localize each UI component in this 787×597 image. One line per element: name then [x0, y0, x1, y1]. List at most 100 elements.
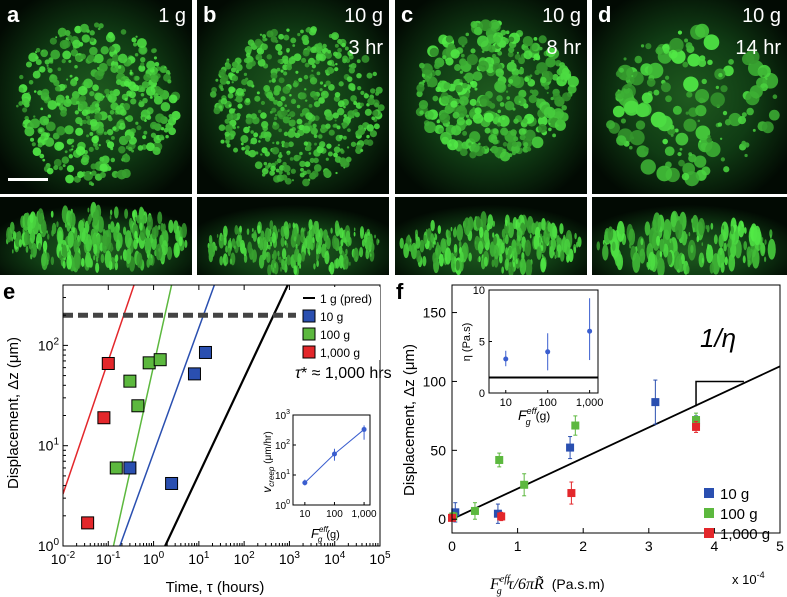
droplet [61, 156, 70, 164]
droplet [57, 128, 65, 136]
droplet [268, 244, 271, 250]
droplet [80, 53, 86, 60]
droplet [438, 253, 444, 267]
droplet [273, 99, 279, 105]
droplet [529, 74, 533, 78]
droplet [524, 129, 536, 141]
droplet [546, 91, 549, 94]
droplet [323, 230, 325, 236]
droplet [346, 146, 350, 149]
droplet [366, 72, 373, 79]
droplet [226, 113, 234, 121]
droplet [701, 242, 704, 247]
droplet [225, 256, 229, 263]
droplet [656, 235, 661, 246]
droplet [298, 77, 303, 83]
droplet [290, 119, 296, 126]
droplet [289, 111, 296, 118]
droplet [117, 53, 128, 64]
droplet [57, 27, 67, 37]
droplet [675, 220, 683, 240]
droplet [312, 236, 315, 244]
droplet [167, 117, 177, 126]
droplet [265, 165, 270, 170]
x-tick-label: 10-2 [51, 550, 76, 567]
droplet [494, 80, 506, 92]
droplet [343, 105, 346, 109]
droplet [432, 95, 439, 102]
droplet [152, 146, 161, 156]
droplet [705, 141, 721, 158]
droplet [445, 35, 454, 43]
droplet [310, 26, 317, 33]
droplet [335, 171, 338, 175]
droplet [686, 265, 690, 274]
droplet [348, 83, 356, 91]
droplet [134, 216, 137, 222]
droplet [507, 222, 515, 239]
droplet [762, 74, 765, 78]
droplet [78, 85, 88, 96]
droplet [357, 85, 362, 91]
droplet [692, 227, 695, 233]
droplet [489, 19, 500, 31]
droplet [53, 165, 59, 171]
droplet [150, 75, 159, 83]
droplet [120, 29, 127, 35]
droplet [237, 240, 240, 247]
droplet [251, 249, 257, 263]
x-tick-label: 105 [369, 550, 391, 567]
micrograph-b-top: b 10 g 3 hr [197, 0, 389, 194]
droplet [86, 134, 89, 138]
droplet [484, 127, 491, 134]
droplet [496, 95, 503, 102]
droplet [228, 72, 234, 78]
droplet [134, 52, 139, 57]
droplet [343, 255, 349, 270]
droplet [254, 229, 256, 234]
droplet [469, 151, 477, 159]
droplet [120, 78, 124, 82]
droplet [718, 233, 724, 248]
droplet [302, 255, 305, 260]
droplet [722, 225, 725, 230]
droplet [511, 141, 518, 147]
droplet [479, 76, 482, 79]
droplet [260, 153, 263, 156]
droplet [670, 211, 677, 228]
droplet [536, 62, 548, 74]
droplet [409, 238, 412, 243]
droplet [35, 47, 41, 53]
legend-label: 100 g [320, 328, 350, 342]
droplet [316, 71, 321, 76]
droplet [453, 243, 458, 253]
droplet [372, 71, 377, 77]
droplet [178, 236, 183, 247]
droplet [465, 114, 470, 118]
droplet [336, 107, 345, 116]
droplet [460, 148, 468, 157]
droplet [353, 231, 356, 237]
droplet [62, 164, 66, 168]
droplet [131, 37, 137, 43]
droplet [297, 32, 301, 37]
droplet [283, 221, 289, 236]
droplet [652, 212, 661, 233]
droplet [325, 157, 329, 161]
droplet [629, 130, 645, 146]
droplet [332, 124, 337, 128]
droplet [42, 240, 48, 252]
micrograph-d-side [592, 197, 787, 275]
panel-c-letter: c [401, 2, 414, 27]
droplet [80, 157, 89, 166]
droplet [521, 230, 524, 235]
droplet [758, 244, 761, 250]
droplet [65, 95, 70, 100]
droplet [436, 119, 441, 124]
droplet [337, 143, 341, 147]
droplet [422, 255, 427, 267]
droplet [225, 245, 228, 253]
x-tick-label: 101 [188, 550, 210, 567]
droplet [674, 128, 679, 133]
droplet [32, 216, 40, 235]
